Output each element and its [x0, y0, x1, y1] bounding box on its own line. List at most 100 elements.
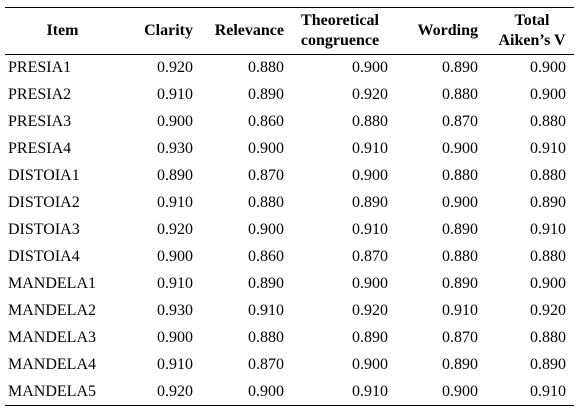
cell-theoretical-congruence: 0.870 [352, 248, 388, 265]
cell-item: MANDELA1 [8, 275, 96, 292]
cell-theoretical-congruence: 0.900 [352, 59, 388, 77]
aiken-v-table-container: Item Clarity Relevance Theoretical congr… [5, 7, 574, 406]
table-row: DISTOIA2 0.910 0.880 0.890 0.900 0.890 [5, 190, 574, 217]
table-row: MANDELA2 0.930 0.910 0.920 0.910 0.920 [5, 298, 574, 325]
cell-item: DISTOIA4 [8, 248, 80, 265]
cell-total-aikens-v: 0.910 [530, 382, 566, 400]
header-theoretical-congruence: Theoretical congruence [284, 8, 388, 55]
header-relevance: Relevance [214, 22, 284, 39]
cell-relevance: 0.870 [248, 167, 284, 184]
cell-theoretical-congruence: 0.910 [352, 382, 388, 400]
table-row: PRESIA1 0.920 0.880 0.900 0.890 0.900 [5, 55, 574, 82]
cell-item: PRESIA4 [8, 140, 72, 157]
cell-relevance: 0.900 [248, 140, 284, 157]
cell-total-aikens-v: 0.880 [530, 329, 566, 346]
header-total-aikens-v: Total Aiken’s V [478, 8, 574, 55]
table-row: MANDELA1 0.910 0.890 0.900 0.890 0.900 [5, 271, 574, 298]
table-row: DISTOIA4 0.900 0.860 0.870 0.880 0.880 [5, 244, 574, 271]
cell-total-aikens-v: 0.920 [530, 302, 566, 319]
cell-wording: 0.870 [442, 113, 478, 130]
cell-theoretical-congruence: 0.880 [352, 113, 388, 130]
cell-clarity: 0.920 [157, 59, 193, 77]
cell-wording: 0.880 [442, 248, 478, 265]
cell-theoretical-congruence: 0.910 [352, 221, 388, 238]
cell-clarity: 0.900 [157, 113, 193, 130]
cell-theoretical-congruence: 0.900 [352, 275, 388, 292]
cell-total-aikens-v: 0.880 [530, 248, 566, 265]
cell-clarity: 0.890 [157, 167, 193, 184]
cell-total-aikens-v: 0.890 [530, 356, 566, 373]
cell-wording: 0.900 [442, 194, 478, 211]
cell-total-aikens-v: 0.900 [530, 86, 566, 103]
cell-relevance: 0.880 [248, 329, 284, 346]
table-row: MANDELA5 0.920 0.900 0.910 0.900 0.910 [5, 379, 574, 406]
cell-item: PRESIA1 [8, 59, 72, 77]
cell-relevance: 0.860 [248, 248, 284, 265]
cell-clarity: 0.900 [157, 329, 193, 346]
table-row: DISTOIA3 0.920 0.900 0.910 0.890 0.910 [5, 217, 574, 244]
cell-total-aikens-v: 0.890 [530, 194, 566, 211]
cell-wording: 0.870 [442, 329, 478, 346]
cell-theoretical-congruence: 0.920 [352, 86, 388, 103]
cell-wording: 0.900 [442, 140, 478, 157]
cell-clarity: 0.920 [157, 221, 193, 238]
cell-item: DISTOIA2 [8, 194, 80, 211]
cell-clarity: 0.910 [157, 356, 193, 373]
cell-clarity: 0.930 [157, 140, 193, 157]
cell-theoretical-congruence: 0.890 [352, 194, 388, 211]
header-total-line2: Aiken’s V [498, 32, 566, 49]
cell-clarity: 0.900 [157, 248, 193, 265]
cell-total-aikens-v: 0.880 [530, 113, 566, 130]
table-body: PRESIA1 0.920 0.880 0.900 0.890 0.900 PRESIA2 0… [5, 55, 574, 406]
cell-relevance: 0.860 [248, 113, 284, 130]
cell-relevance: 0.910 [248, 302, 284, 319]
cell-theoretical-congruence: 0.910 [352, 140, 388, 157]
cell-total-aikens-v: 0.900 [530, 275, 566, 292]
cell-relevance: 0.900 [248, 221, 284, 238]
cell-clarity: 0.920 [157, 382, 193, 400]
table-row: PRESIA2 0.910 0.890 0.920 0.880 0.900 [5, 82, 574, 109]
cell-theoretical-congruence: 0.920 [352, 302, 388, 319]
cell-relevance: 0.900 [248, 382, 284, 400]
table-header: Item Clarity Relevance Theoretical congr… [5, 7, 574, 55]
header-theoretical-line2: congruence [300, 32, 380, 49]
cell-item: PRESIA3 [8, 113, 72, 130]
cell-wording: 0.890 [442, 59, 478, 77]
cell-theoretical-congruence: 0.900 [352, 356, 388, 373]
cell-relevance: 0.890 [248, 275, 284, 292]
header-theoretical-line1: Theoretical [301, 12, 379, 29]
cell-clarity: 0.910 [157, 275, 193, 292]
cell-total-aikens-v: 0.900 [530, 59, 566, 77]
cell-wording: 0.900 [442, 382, 478, 400]
cell-wording: 0.910 [442, 302, 478, 319]
header-clarity: Clarity [144, 22, 193, 39]
aiken-v-table: Item Clarity Relevance Theoretical congr… [5, 7, 574, 406]
cell-relevance: 0.870 [248, 356, 284, 373]
cell-item: MANDELA4 [8, 356, 96, 373]
cell-item: DISTOIA1 [8, 167, 80, 184]
cell-item: MANDELA5 [8, 382, 96, 400]
cell-theoretical-congruence: 0.890 [352, 329, 388, 346]
cell-relevance: 0.880 [248, 59, 284, 77]
table-row: MANDELA3 0.900 0.880 0.890 0.870 0.880 [5, 325, 574, 352]
cell-total-aikens-v: 0.880 [530, 167, 566, 184]
cell-total-aikens-v: 0.910 [530, 140, 566, 157]
cell-wording: 0.890 [442, 275, 478, 292]
cell-clarity: 0.910 [157, 86, 193, 103]
header-wording: Wording [417, 22, 478, 39]
cell-item: PRESIA2 [8, 86, 72, 103]
table-row: PRESIA4 0.930 0.900 0.910 0.900 0.910 [5, 136, 574, 163]
cell-clarity: 0.930 [157, 302, 193, 319]
cell-wording: 0.880 [442, 86, 478, 103]
header-row: Item Clarity Relevance Theoretical congr… [5, 7, 574, 55]
cell-wording: 0.890 [442, 221, 478, 238]
cell-item: MANDELA2 [8, 302, 96, 319]
cell-total-aikens-v: 0.910 [530, 221, 566, 238]
cell-relevance: 0.890 [248, 86, 284, 103]
header-total-line1: Total [514, 12, 550, 29]
cell-item: DISTOIA3 [8, 221, 80, 238]
cell-wording: 0.880 [442, 167, 478, 184]
table-row: MANDELA4 0.910 0.870 0.900 0.890 0.890 [5, 352, 574, 379]
table-row: DISTOIA1 0.890 0.870 0.900 0.880 0.880 [5, 163, 574, 190]
cell-relevance: 0.880 [248, 194, 284, 211]
